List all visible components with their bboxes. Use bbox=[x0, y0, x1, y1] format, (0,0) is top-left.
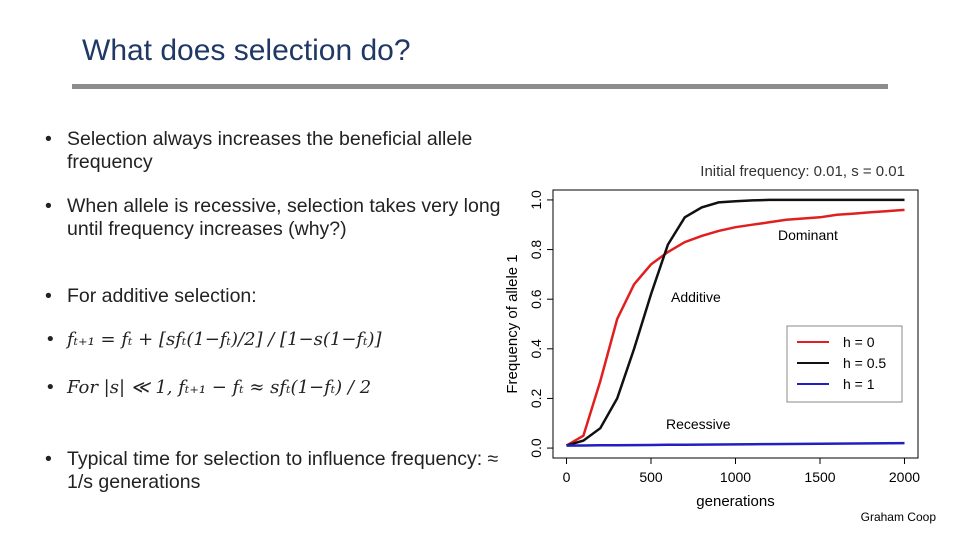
plot-frame bbox=[552, 189, 919, 459]
y-axis-label: Frequency of allele 1 bbox=[504, 254, 521, 393]
bullet: For |s| ≪ 1, fₜ₊₁ − fₜ ≈ sfₜ(1−fₜ) / 2 bbox=[45, 376, 371, 399]
slide-title: What does selection do? bbox=[82, 34, 411, 67]
x-tick-label: 2000 bbox=[889, 469, 920, 485]
legend-label: h = 0 bbox=[843, 334, 875, 350]
chart-subtitle: Initial frequency: 0.01, s = 0.01 bbox=[700, 163, 905, 180]
y-tick-label: 0.4 bbox=[528, 339, 544, 359]
legend-label: h = 1 bbox=[843, 376, 875, 392]
y-tick-label: 1.0 bbox=[528, 190, 544, 210]
bullet: For additive selection: bbox=[45, 285, 257, 308]
bullet: Typical time for selection to influence … bbox=[45, 448, 505, 494]
bullet: Selection always increases the beneficia… bbox=[45, 128, 505, 174]
x-axis-label: generations bbox=[696, 493, 774, 510]
bullet: fₜ₊₁ = fₜ + [sfₜ(1−fₜ)/2] / [1−s(1−fₜ)] bbox=[45, 328, 382, 351]
annotation: Additive bbox=[671, 289, 721, 305]
y-tick-label: 0.6 bbox=[528, 289, 544, 309]
credit: Graham Coop bbox=[860, 510, 936, 524]
annotation: Recessive bbox=[666, 416, 731, 432]
legend-label: h = 0.5 bbox=[843, 355, 886, 371]
y-tick-label: 0.8 bbox=[528, 240, 544, 260]
y-tick-label: 0.2 bbox=[528, 389, 544, 409]
series-line bbox=[565, 208, 905, 447]
bullet: When allele is recessive, selection take… bbox=[45, 195, 505, 241]
y-tick-label: 0.0 bbox=[528, 438, 544, 458]
annotation: Dominant bbox=[778, 227, 838, 243]
x-tick-label: 1000 bbox=[720, 469, 751, 485]
x-tick-label: 0 bbox=[563, 469, 571, 485]
x-tick-label: 500 bbox=[639, 469, 663, 485]
title-rule bbox=[72, 84, 888, 89]
x-tick-label: 1500 bbox=[804, 469, 835, 485]
series-line bbox=[566, 441, 905, 447]
series-line bbox=[566, 198, 905, 447]
